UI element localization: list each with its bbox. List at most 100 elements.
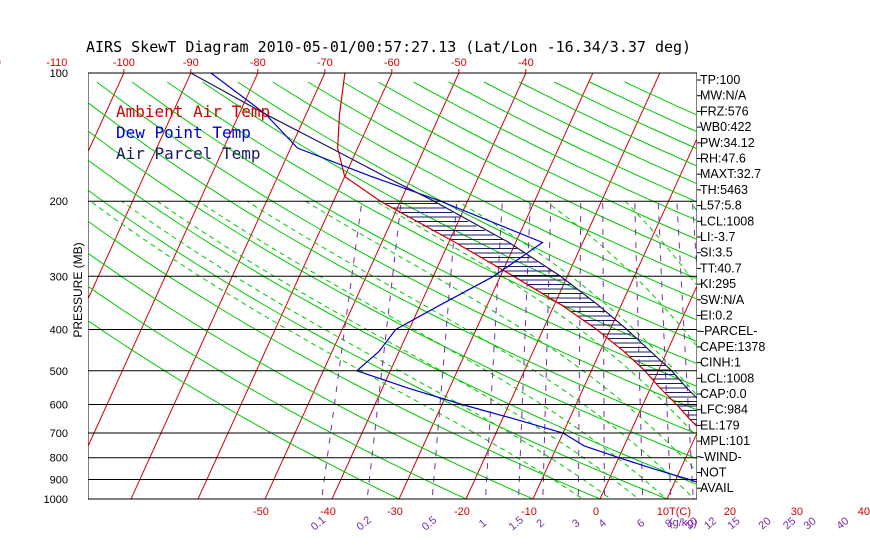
dry-adiabat-line bbox=[88, 130, 697, 460]
index-label: TH:5463 bbox=[700, 183, 748, 197]
pressure-tick-label: 1000 bbox=[44, 494, 68, 506]
pressure-tick-label: 500 bbox=[50, 366, 68, 378]
isotherm-line bbox=[197, 73, 393, 499]
isobar-lines: 100 200 300 400 500 600 700 800 900 1000 bbox=[44, 68, 697, 506]
legend-dew-point-temp: Dew Point Temp bbox=[116, 123, 251, 142]
index-label: FRZ:576 bbox=[700, 104, 749, 118]
dry-adiabat-line bbox=[88, 252, 535, 499]
index-label: LCL:1008 bbox=[700, 371, 754, 385]
index-label: EI:0.2 bbox=[700, 309, 733, 323]
surface-point-marker bbox=[748, 497, 753, 502]
index-label: L57:5.8 bbox=[700, 199, 742, 213]
index-label: LFC:984 bbox=[700, 403, 748, 417]
moist-adiabat-line bbox=[90, 200, 584, 499]
moist-adiabat-line bbox=[156, 200, 640, 499]
mixing-ratio-tick-label: 2 bbox=[534, 517, 546, 530]
mixing-ratio-tick-label: 6 bbox=[635, 517, 647, 530]
dry-adiabat-line bbox=[88, 320, 401, 499]
pressure-tick-label: 600 bbox=[50, 399, 68, 411]
pressure-tick-label: 400 bbox=[50, 324, 68, 336]
moist-adiabat-line bbox=[545, 200, 697, 347]
index-label: KI:295 bbox=[700, 277, 736, 291]
index-label: WB0:422 bbox=[700, 120, 751, 134]
dry-adiabat-line bbox=[272, 81, 697, 300]
temp-unit-label: T(C) bbox=[669, 506, 691, 518]
dry-adiabat-line bbox=[378, 81, 697, 240]
dry-adiabat-line bbox=[131, 81, 697, 387]
index-label: AVAIL bbox=[700, 481, 734, 495]
index-label: -WIND- bbox=[700, 450, 742, 464]
cape-hatch bbox=[383, 203, 697, 425]
pressure-tick-label: 300 bbox=[50, 271, 68, 283]
pressure-tick-label: 100 bbox=[50, 68, 68, 80]
isotherm-line bbox=[599, 284, 697, 499]
dry-adiabat-line bbox=[88, 285, 468, 499]
index-label: MW:N/A bbox=[700, 89, 747, 103]
dry-adiabat-line bbox=[202, 81, 697, 343]
index-label: CINH:1 bbox=[700, 356, 741, 370]
dry-adiabat-line bbox=[413, 81, 697, 221]
bottom-temp-tick-label: 40 bbox=[858, 506, 870, 518]
pressure-tick-label: 700 bbox=[50, 428, 68, 440]
mixing-ratio-tick-label: 40 bbox=[834, 515, 851, 532]
bottom-temp-tick-label: -40 bbox=[320, 506, 336, 518]
bottom-temp-tick-label: 0 bbox=[593, 506, 599, 518]
bottom-temp-tick-label: 20 bbox=[724, 506, 736, 518]
index-label: TT:40.7 bbox=[700, 261, 742, 275]
pressure-tick-label: 900 bbox=[50, 475, 68, 487]
top-temp-tick-label: -110 bbox=[46, 57, 67, 69]
isotherm-line bbox=[0, 73, 57, 508]
isotherm-line bbox=[88, 73, 125, 153]
mixing-ratio-line bbox=[737, 201, 767, 508]
legend-air-parcel-temp: Air Parcel Temp bbox=[116, 144, 261, 163]
mixing-ratio-line bbox=[774, 201, 812, 508]
isotherm-line bbox=[88, 73, 192, 301]
chart-legend: Ambient Air Temp Dew Point Temp Air Parc… bbox=[116, 102, 270, 163]
mixing-ratio-tick-label: 0.2 bbox=[354, 514, 373, 533]
top-temp-tick-label: -90 bbox=[183, 57, 199, 69]
isotherm-line bbox=[465, 73, 661, 499]
isotherm-line bbox=[264, 73, 460, 499]
mixing-ratio-tick-label: 3 bbox=[570, 517, 582, 530]
mixing-ratio-line bbox=[801, 201, 845, 508]
top-temp-tick-label: -100 bbox=[113, 57, 135, 69]
top-temp-tick-label: -40 bbox=[518, 57, 534, 69]
isotherm-line bbox=[331, 73, 527, 499]
top-temp-tick-label: -70 bbox=[317, 57, 333, 69]
moist-adiabat-line bbox=[246, 200, 695, 499]
isotherm-line bbox=[797, 73, 870, 508]
mixing-ratio-line bbox=[676, 201, 694, 499]
bottom-temp-tick-label: -20 bbox=[454, 506, 470, 518]
ambient-air-temp-line bbox=[336, 73, 697, 428]
dry-adiabat-line bbox=[483, 81, 697, 185]
index-label: LI:-3.7 bbox=[700, 230, 735, 244]
isotherm-line bbox=[864, 73, 870, 508]
moist-adiabat-line bbox=[121, 200, 612, 499]
dry-adiabat-line bbox=[88, 102, 697, 435]
mixing-ratio-tick-label: 1 bbox=[477, 517, 489, 530]
index-label: CAPE:1378 bbox=[700, 340, 765, 354]
top-temp-tick-label: -50 bbox=[451, 57, 467, 69]
bottom-temp-tick-label: -10 bbox=[521, 506, 537, 518]
index-label: RH:47.6 bbox=[700, 152, 746, 166]
isotherm-line bbox=[398, 73, 594, 499]
pressure-tick-label: 800 bbox=[50, 453, 68, 465]
moist-adiabat-line bbox=[198, 200, 668, 499]
top-temp-tick-label: -80 bbox=[250, 57, 266, 69]
isotherm-line bbox=[88, 73, 259, 448]
dry-adiabat-line bbox=[237, 81, 697, 321]
mixing-ratio-tick-label: 4 bbox=[596, 517, 608, 530]
index-label: NOT bbox=[700, 466, 727, 480]
index-label: SW:N/A bbox=[700, 293, 745, 307]
mixing-ratio-line bbox=[321, 201, 363, 499]
index-label: PW:34.12 bbox=[700, 136, 755, 150]
moist-adiabat-line bbox=[375, 200, 697, 438]
mixing-ratio-unit-label: (g/kg) bbox=[669, 517, 697, 529]
dry-adiabat-line bbox=[448, 81, 697, 203]
dry-adiabat-line bbox=[88, 220, 602, 499]
index-label: SI:3.5 bbox=[700, 246, 733, 260]
mixing-ratio-tick-label: 30 bbox=[802, 515, 819, 532]
isotherm-line bbox=[130, 73, 326, 499]
